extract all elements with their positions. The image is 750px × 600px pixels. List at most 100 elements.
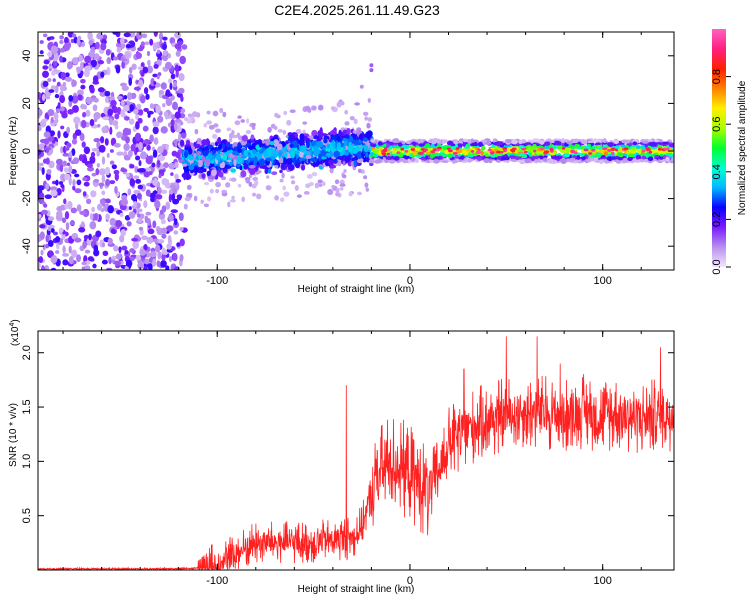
spectrogram-cell — [201, 173, 206, 179]
spectrogram-cell — [487, 148, 492, 152]
spectrogram-cell — [161, 233, 167, 239]
spectrogram-cell — [62, 152, 70, 157]
spectrogram-cell — [247, 158, 251, 163]
spectrogram-cell — [130, 143, 137, 152]
spectrogram-cell — [90, 59, 97, 68]
spectrogram-cell — [206, 120, 213, 125]
spectrogram-cell — [329, 167, 334, 174]
spectrogram-cell — [97, 87, 105, 93]
spectrogram-cell — [222, 154, 228, 161]
spectrogram-cell — [279, 169, 283, 174]
spectrogram-cell — [312, 161, 317, 168]
spectrogram-cell — [96, 163, 100, 168]
spectrogram-cell — [327, 188, 334, 196]
spectrogram-cell — [341, 174, 347, 179]
spectrogram-cell — [174, 266, 180, 270]
spectrogram-cell — [357, 191, 362, 196]
spectrogram-cell — [47, 109, 55, 117]
spectrogram-cell — [209, 188, 214, 194]
spectrogram-cell — [124, 116, 130, 121]
spectrogram-cell — [152, 149, 158, 158]
spectrogram-cell — [170, 94, 175, 101]
spectrogram-cell — [104, 90, 111, 97]
spectrogram-cell — [145, 93, 150, 100]
spectrogram-cell — [109, 149, 114, 153]
spectrogram-cell — [174, 64, 179, 72]
spectrogram-cell — [392, 147, 397, 151]
spectrogram-cell — [129, 256, 135, 262]
spectrogram-cell — [462, 151, 469, 156]
spectrogram-cell — [654, 139, 659, 143]
spectrogram-cell — [642, 140, 649, 144]
spectrogram-cell — [105, 49, 111, 56]
spectrogram-cell — [218, 143, 223, 151]
spectrogram-cell — [457, 143, 463, 148]
spectrogram-cell — [490, 151, 494, 155]
spectrogram-cell — [169, 184, 177, 190]
spectrogram-cell — [105, 213, 110, 221]
spectrogram-cell — [298, 138, 305, 146]
spectrogram-cell — [55, 108, 61, 113]
spectrogram-cell — [194, 162, 199, 166]
spectrogram-cell — [465, 148, 473, 153]
spectrogram-cell — [458, 159, 463, 163]
spectrogram-cell — [173, 230, 179, 235]
spectrogram-cell — [119, 212, 124, 217]
spectrogram-cell — [162, 43, 167, 51]
spectrogram-cell — [59, 55, 63, 63]
spectrogram-cell — [283, 152, 288, 158]
spectrogram-cell — [575, 159, 582, 162]
spectrogram-cell — [76, 89, 84, 96]
spectrogram-cell — [645, 147, 650, 150]
spectrogram-cell — [253, 176, 258, 182]
spectrogram-cell — [306, 174, 313, 179]
spectrogram-cell — [303, 191, 310, 195]
spectrogram-cell — [326, 143, 331, 149]
spectrogram-cell — [170, 119, 175, 127]
spectrogram-cell — [614, 148, 619, 152]
spectrogram-cell — [598, 159, 604, 165]
spectrogram-cell — [50, 228, 55, 233]
spectrogram-cell — [251, 192, 257, 197]
spectrogram-cell — [344, 109, 349, 115]
spectrogram-cell — [271, 171, 278, 176]
spectrogram-cell — [78, 154, 84, 162]
spectrogram-cell — [545, 141, 551, 146]
spectrogram-cell — [221, 189, 228, 194]
spectrogram-cell — [615, 159, 622, 164]
spectrogram-cell — [163, 162, 169, 169]
spectrogram-cell — [54, 85, 59, 94]
spectrogram-cell — [267, 126, 272, 133]
spectrogram-cell — [168, 214, 174, 222]
spectrogram-cell — [202, 150, 209, 157]
spectrogram-cell — [288, 134, 296, 142]
spectrogram-cell — [165, 144, 169, 152]
spectrogram-cell — [129, 178, 136, 187]
spectrogram-cell — [173, 218, 178, 226]
spectrogram-cell — [85, 109, 91, 117]
spectrogram-cell — [310, 157, 318, 163]
spectrogram-cell — [146, 50, 151, 57]
spectrogram-cell — [560, 159, 567, 164]
spectrogram-cell — [76, 37, 80, 46]
spectrogram-cell — [177, 40, 184, 45]
spectrogram-cell — [454, 155, 459, 159]
spectrogram-cell — [69, 220, 75, 226]
spectrogram-cell — [451, 159, 457, 164]
spectrogram-cell — [135, 121, 140, 130]
spectrogram-cell — [39, 162, 44, 167]
spectrogram-cell — [502, 159, 509, 163]
spectrogram-cell — [278, 150, 282, 158]
spectrogram-cell — [68, 245, 72, 254]
spectrogram-cell — [160, 189, 168, 194]
spectrogram-cell — [637, 148, 643, 154]
spectrogram-cell — [66, 126, 71, 134]
spectrogram-cell — [59, 39, 64, 45]
spectrogram-cell — [273, 125, 278, 130]
spectrogram-cell — [59, 95, 66, 104]
spectrogram-cell — [194, 143, 201, 149]
spectrogram-cell — [191, 116, 195, 123]
spectrogram-cell — [45, 157, 50, 165]
spectrogram-cell — [348, 141, 352, 146]
spectrogram-cell — [335, 191, 340, 197]
